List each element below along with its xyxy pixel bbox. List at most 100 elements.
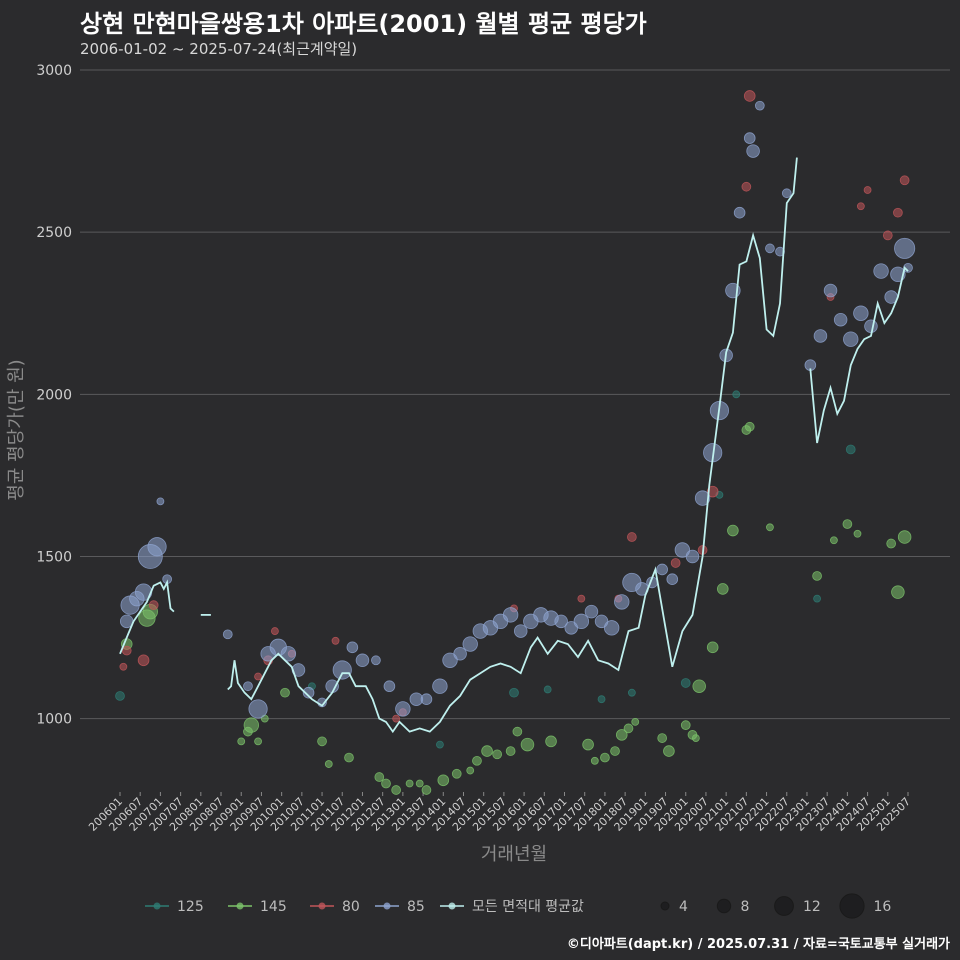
- data-point-s85: [442, 652, 458, 668]
- credit-text: ©디아파트(dapt.kr) / 2025.07.31 / 자료=국토교통부 실…: [566, 937, 950, 952]
- legend-label: 145: [260, 899, 287, 915]
- data-point-s85: [853, 305, 869, 321]
- legend-label: 125: [177, 899, 204, 915]
- data-point-s125: [732, 390, 741, 399]
- data-point-s145: [853, 529, 862, 538]
- data-point-s85: [894, 237, 916, 259]
- data-point-s125: [680, 678, 691, 688]
- chart-subtitle: 2006-01-02 ~ 2025-07-24(최근계약일): [80, 40, 358, 58]
- data-point-s85: [743, 132, 756, 144]
- data-point-s80: [893, 207, 903, 218]
- data-point-s85: [371, 655, 381, 666]
- data-points: [115, 90, 916, 795]
- data-point-s80: [254, 672, 262, 681]
- data-point-s145: [415, 779, 424, 788]
- data-point-s145: [545, 735, 557, 748]
- data-point-s80: [627, 532, 637, 542]
- data-point-s145: [481, 745, 493, 757]
- legend-swatch-point: [153, 902, 161, 910]
- data-point-s85: [156, 497, 165, 506]
- data-point-s85: [754, 100, 765, 111]
- data-point-s125: [813, 594, 821, 603]
- data-point-s145: [631, 717, 640, 726]
- y-tick-label: 3000: [36, 63, 72, 79]
- data-point-s85: [453, 647, 467, 661]
- data-point-s85: [823, 283, 838, 298]
- y-tick-label: 1500: [36, 549, 72, 565]
- data-point-s145: [324, 760, 333, 768]
- data-point-s145: [405, 779, 414, 788]
- data-point-s80: [137, 654, 150, 667]
- data-point-s145: [886, 538, 897, 549]
- data-point-s80: [670, 558, 681, 568]
- data-point-s145: [680, 720, 691, 730]
- data-point-s145: [812, 571, 822, 581]
- average-line-segment: [809, 266, 909, 444]
- legend-swatch-point: [448, 902, 456, 910]
- data-point-s145: [706, 641, 719, 654]
- x-tick-labels: 2006012006072007012007072008012008072009…: [86, 792, 913, 834]
- data-point-s145: [657, 733, 668, 743]
- data-point-s80: [271, 627, 279, 635]
- size-legend-label: 16: [874, 899, 892, 915]
- data-point-s145: [512, 726, 523, 737]
- data-point-s80: [148, 600, 159, 610]
- data-point-s85: [694, 490, 711, 506]
- data-point-s145: [381, 778, 391, 789]
- data-point-s145: [451, 768, 462, 779]
- data-point-s125: [597, 695, 606, 704]
- data-point-s85: [346, 641, 359, 654]
- data-point-s80: [331, 636, 340, 645]
- size-legend-label: 4: [679, 899, 688, 915]
- data-point-s125: [115, 691, 125, 701]
- data-point-s85: [733, 206, 746, 219]
- data-point-s80: [577, 594, 586, 603]
- data-point-s80: [863, 186, 872, 194]
- data-point-s85: [584, 604, 599, 619]
- data-point-s85: [395, 701, 411, 717]
- data-point-s80: [741, 181, 752, 192]
- size-legend-label: 12: [803, 899, 821, 915]
- data-point-s85: [383, 680, 396, 693]
- x-axis-title: 거래년월: [481, 844, 547, 865]
- data-point-s145: [492, 749, 503, 760]
- data-point-s145: [691, 734, 700, 743]
- data-point-s80: [392, 714, 401, 723]
- y-axis-title: 평균 평당가(만 원): [6, 359, 27, 500]
- data-point-s85: [222, 629, 233, 640]
- size-legend-label: 8: [741, 899, 750, 915]
- legend-swatch-point: [236, 902, 244, 910]
- data-point-s145: [692, 679, 706, 693]
- data-point-s85: [614, 594, 630, 610]
- data-point-s85: [243, 681, 253, 692]
- data-point-s125: [509, 687, 519, 698]
- size-legend-circle: [660, 901, 670, 911]
- data-point-s85: [833, 312, 848, 327]
- data-point-s80: [743, 90, 756, 102]
- data-point-s85: [462, 636, 478, 652]
- data-point-s145: [766, 523, 774, 532]
- data-point-s145: [582, 738, 594, 751]
- size-legend-circle: [839, 893, 865, 919]
- data-point-s145: [590, 756, 599, 765]
- legend-swatch-point: [318, 902, 326, 910]
- data-point-s145: [243, 717, 260, 733]
- data-point-s85: [873, 263, 889, 279]
- data-point-s80: [856, 202, 865, 211]
- size-legend: 4 8 12 16: [660, 893, 892, 919]
- data-point-s145: [842, 519, 853, 529]
- data-point-s85: [765, 243, 775, 254]
- data-point-s85: [502, 607, 519, 623]
- data-point-s145: [344, 752, 354, 763]
- y-tick-label: 2000: [36, 387, 72, 403]
- data-point-s125: [436, 740, 444, 749]
- data-point-s85: [325, 679, 339, 693]
- data-point-s85: [781, 188, 792, 199]
- data-point-s145: [610, 746, 620, 756]
- data-point-s145: [897, 530, 912, 544]
- average-line: [119, 157, 909, 734]
- data-point-s80: [882, 230, 893, 241]
- data-point-s85: [355, 653, 370, 668]
- data-point-s145: [520, 737, 535, 752]
